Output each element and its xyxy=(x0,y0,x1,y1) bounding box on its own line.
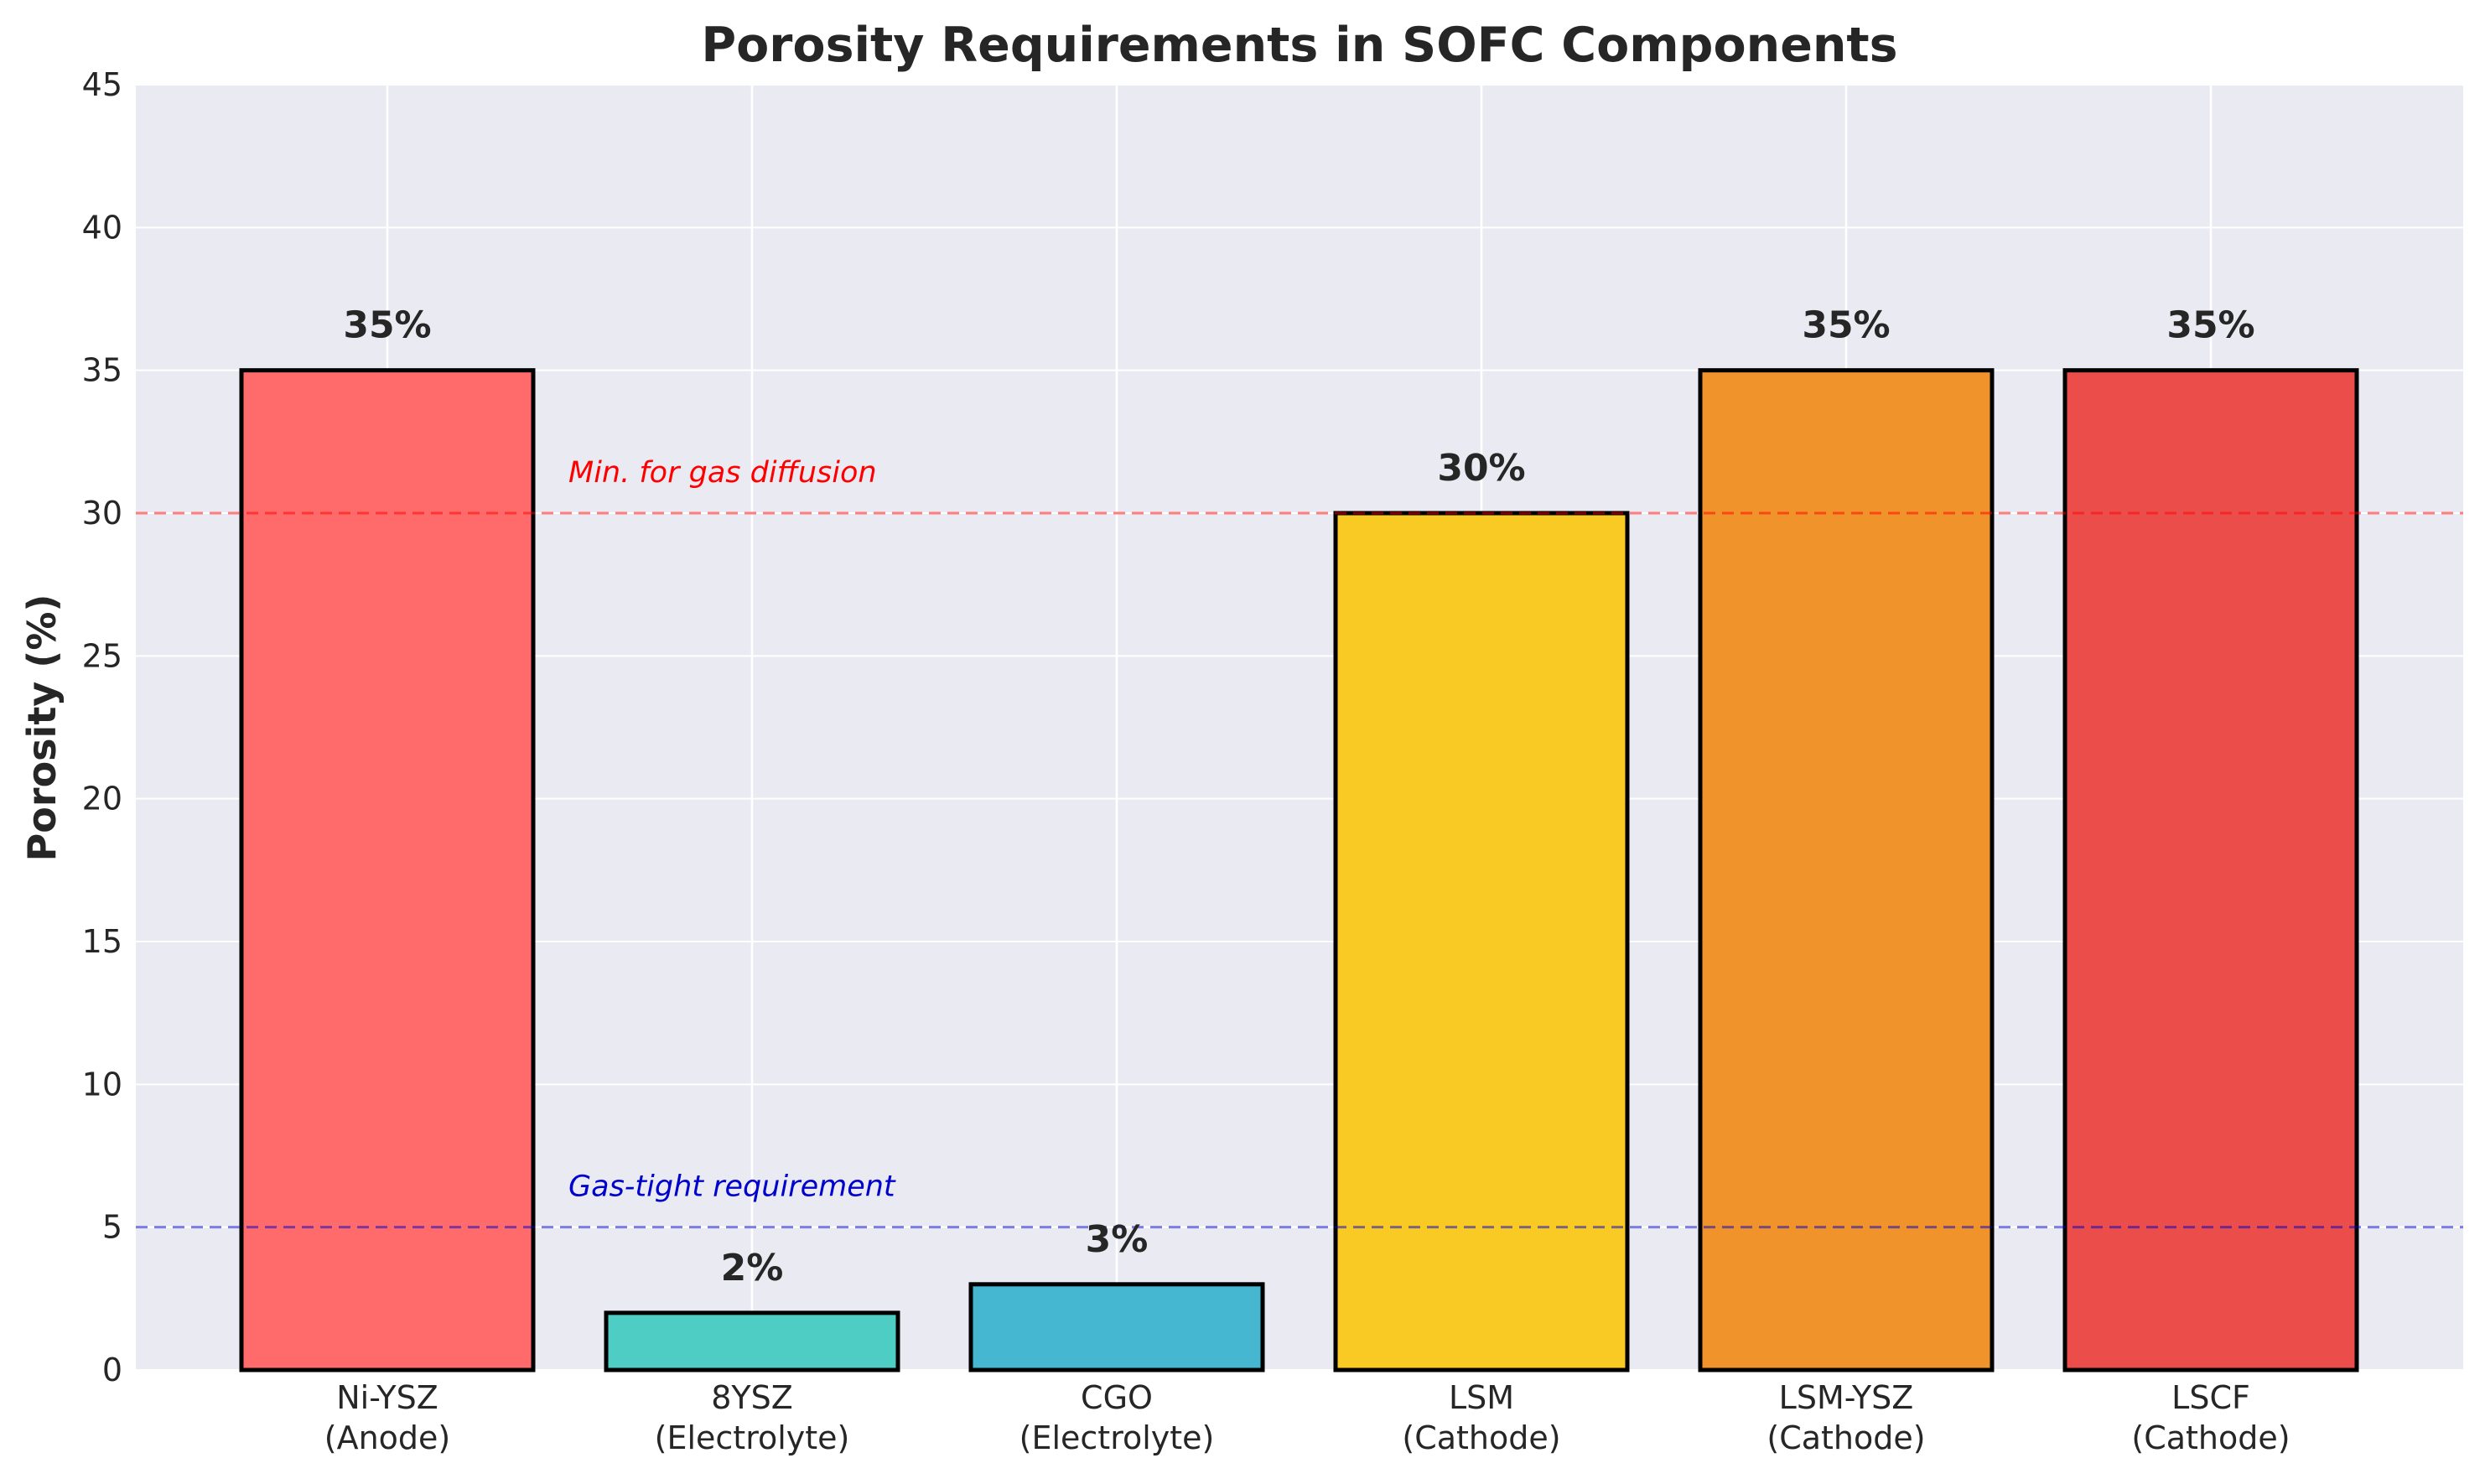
reference-line-label: Gas-tight requirement xyxy=(568,1170,896,1204)
y-tick-label: 40 xyxy=(82,209,122,246)
x-tick-sublabel: (Anode) xyxy=(324,1419,450,1456)
bar-lscf xyxy=(2062,368,2359,1372)
value-labels: 35% 2% 3% 30% 35% 35% xyxy=(343,304,2254,1289)
bar-ni-ysz xyxy=(239,368,536,1372)
y-tick-label: 15 xyxy=(82,923,122,960)
reference-line-label: Min. for gas diffusion xyxy=(568,456,877,490)
chart-title: Porosity Requirements in SOFC Components xyxy=(701,18,1897,73)
x-tick-label: LSM-YSZ xyxy=(1779,1379,1914,1416)
bar-lsm-ysz xyxy=(1698,368,1995,1372)
y-tick-label: 20 xyxy=(82,781,122,817)
x-tick-label: 8YSZ xyxy=(711,1379,793,1416)
y-tick-label: 10 xyxy=(82,1066,122,1103)
y-tick-label: 30 xyxy=(82,495,122,532)
bar-lsm xyxy=(1333,511,1630,1372)
y-tick-label: 45 xyxy=(82,66,122,103)
data-label: 3% xyxy=(1086,1218,1149,1261)
bar-8ysz xyxy=(604,1310,900,1372)
data-label: 2% xyxy=(721,1247,784,1289)
bar-cgo xyxy=(968,1282,1265,1372)
y-tick-label: 25 xyxy=(82,637,122,674)
data-label: 30% xyxy=(1437,447,1525,490)
x-tick-sublabel: (Cathode) xyxy=(2131,1419,2290,1456)
y-tick-label: 0 xyxy=(102,1352,122,1388)
data-label: 35% xyxy=(343,304,431,347)
y-axis-label: Porosity (%) xyxy=(19,594,65,862)
y-tick-label: 35 xyxy=(82,352,122,389)
x-tick-label: LSCF xyxy=(2171,1379,2250,1416)
x-tick-sublabel: (Cathode) xyxy=(1402,1419,1560,1456)
y-tick-label: 5 xyxy=(102,1209,122,1246)
x-tick-sublabel: (Electrolyte) xyxy=(655,1419,850,1456)
bar-layer xyxy=(239,368,2359,1372)
x-tick-label: CGO xyxy=(1081,1379,1153,1416)
data-label: 35% xyxy=(2166,304,2254,347)
x-tick-sublabel: (Cathode) xyxy=(1766,1419,1925,1456)
y-tick-labels: 0 5 10 15 20 25 30 35 40 45 xyxy=(82,66,122,1388)
x-tick-label: LSM xyxy=(1449,1379,1514,1416)
x-tick-label: Ni-YSZ xyxy=(336,1379,438,1416)
reference-lines: Min. for gas diffusion Gas-tight requirem… xyxy=(136,456,2463,1229)
data-label: 35% xyxy=(1802,304,1890,347)
x-tick-labels: Ni-YSZ(Anode)8YSZ(Electrolyte)CGO(Electr… xyxy=(324,1379,2290,1456)
x-tick-sublabel: (Electrolyte) xyxy=(1019,1419,1215,1456)
